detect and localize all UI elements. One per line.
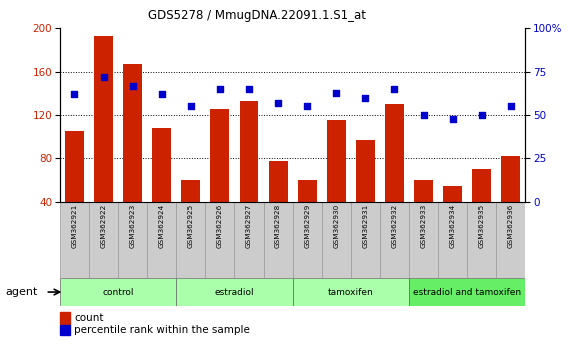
- Bar: [211, 109, 230, 202]
- Point: [332, 90, 341, 95]
- Text: GSM362930: GSM362930: [333, 204, 339, 248]
- Text: GSM362923: GSM362923: [130, 204, 136, 248]
- Bar: [293, 202, 321, 278]
- Point: [70, 91, 79, 97]
- Bar: [182, 180, 200, 202]
- Text: count: count: [74, 313, 104, 323]
- Bar: [467, 202, 496, 278]
- Text: GSM362922: GSM362922: [100, 204, 107, 248]
- Text: GSM362924: GSM362924: [159, 204, 165, 248]
- Bar: [147, 202, 176, 278]
- Point: [506, 103, 516, 109]
- Bar: [240, 101, 259, 202]
- Point: [215, 86, 224, 92]
- Bar: [60, 278, 176, 306]
- Bar: [268, 161, 288, 202]
- Point: [244, 86, 254, 92]
- Text: estradiol and tamoxifen: estradiol and tamoxifen: [413, 287, 521, 297]
- Text: GSM362925: GSM362925: [188, 204, 194, 248]
- Bar: [94, 36, 113, 202]
- Text: GSM362934: GSM362934: [449, 204, 456, 248]
- Text: agent: agent: [6, 287, 38, 297]
- Bar: [380, 202, 409, 278]
- Bar: [321, 202, 351, 278]
- Point: [274, 100, 283, 106]
- Bar: [206, 202, 235, 278]
- Text: GSM362936: GSM362936: [508, 204, 514, 248]
- Text: GSM362926: GSM362926: [217, 204, 223, 248]
- Point: [99, 74, 108, 80]
- Bar: [385, 104, 404, 202]
- Point: [419, 112, 428, 118]
- Bar: [356, 140, 375, 202]
- Bar: [264, 202, 293, 278]
- Text: GSM362928: GSM362928: [275, 204, 281, 248]
- Point: [157, 91, 166, 97]
- Bar: [235, 202, 264, 278]
- Text: GSM362929: GSM362929: [304, 204, 310, 248]
- Bar: [152, 128, 171, 202]
- Text: control: control: [102, 287, 134, 297]
- Bar: [409, 202, 438, 278]
- Bar: [293, 278, 409, 306]
- Point: [128, 83, 137, 88]
- Point: [477, 112, 486, 118]
- Text: GDS5278 / MmugDNA.22091.1.S1_at: GDS5278 / MmugDNA.22091.1.S1_at: [148, 9, 366, 22]
- Point: [390, 86, 399, 92]
- Bar: [496, 202, 525, 278]
- Text: GSM362935: GSM362935: [478, 204, 485, 248]
- Text: GSM362921: GSM362921: [71, 204, 78, 248]
- Bar: [443, 185, 462, 202]
- Point: [361, 95, 370, 101]
- Bar: [472, 169, 491, 202]
- Bar: [65, 131, 84, 202]
- Text: GSM362932: GSM362932: [392, 204, 397, 248]
- Bar: [123, 64, 142, 202]
- Bar: [438, 202, 467, 278]
- Bar: [414, 180, 433, 202]
- Bar: [176, 202, 206, 278]
- Bar: [176, 278, 293, 306]
- Point: [303, 103, 312, 109]
- Text: estradiol: estradiol: [215, 287, 254, 297]
- Text: percentile rank within the sample: percentile rank within the sample: [74, 325, 250, 335]
- Text: tamoxifen: tamoxifen: [328, 287, 373, 297]
- Point: [448, 116, 457, 121]
- Bar: [351, 202, 380, 278]
- Bar: [327, 120, 345, 202]
- Bar: [89, 202, 118, 278]
- Text: GSM362927: GSM362927: [246, 204, 252, 248]
- Text: GSM362933: GSM362933: [420, 204, 427, 248]
- Text: GSM362931: GSM362931: [363, 204, 368, 248]
- Bar: [297, 180, 317, 202]
- Bar: [118, 202, 147, 278]
- Bar: [409, 278, 525, 306]
- Bar: [60, 202, 89, 278]
- Bar: [501, 156, 520, 202]
- Point: [186, 103, 195, 109]
